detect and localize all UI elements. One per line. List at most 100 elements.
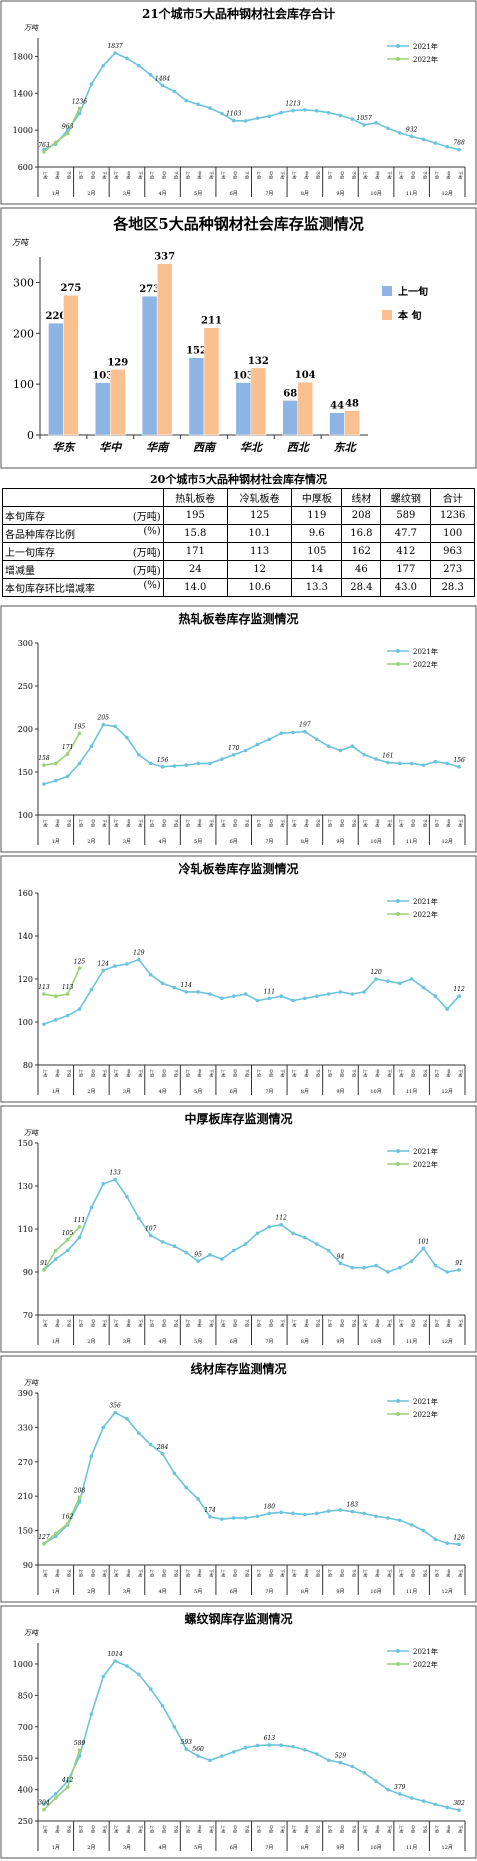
data-point <box>184 1250 189 1255</box>
data-point <box>291 1511 295 1516</box>
x-tick-label: 上旬 <box>434 1319 440 1327</box>
chart-frame <box>0 0 477 205</box>
x-tick-label: 上旬 <box>434 1825 440 1833</box>
table-cell: 412 <box>380 542 432 561</box>
data-label: 1014 <box>107 1651 122 1658</box>
data-point <box>374 1263 378 1268</box>
data-point <box>457 765 461 769</box>
x-tick-label: 下旬 <box>280 171 286 179</box>
chart-title: 热轧板卷库存监测情况 <box>178 611 298 626</box>
x-tick-label: 下旬 <box>387 171 393 179</box>
legend-label: 2021年 <box>413 897 438 906</box>
data-label: 932 <box>406 126 418 133</box>
month-label: 12月 <box>442 839 453 845</box>
data-point <box>255 116 260 120</box>
row-unit: (万吨) <box>132 548 161 559</box>
x-tick-label: 上旬 <box>43 1319 49 1327</box>
data-label: 132 <box>248 356 269 367</box>
data-point <box>279 1743 283 1747</box>
x-tick-label: 中旬 <box>268 1569 274 1577</box>
data-point <box>457 1808 461 1812</box>
data-point <box>409 1523 414 1527</box>
x-tick-label: 上旬 <box>114 819 120 827</box>
data-point <box>77 106 82 111</box>
data-label: 337 <box>154 252 175 263</box>
series-line <box>43 108 81 153</box>
month-label: 2月 <box>87 1089 95 1095</box>
data-point <box>160 765 165 769</box>
y-tick-label: 270 <box>18 1458 33 1467</box>
x-tick-label: 上旬 <box>221 1569 227 1577</box>
data-label: 129 <box>107 357 128 368</box>
data-point <box>421 137 426 142</box>
bar <box>48 322 64 436</box>
data-point <box>421 1799 426 1803</box>
x-tick-label: 中旬 <box>197 1569 203 1577</box>
month-label: 9月 <box>336 191 344 197</box>
bar <box>203 327 220 436</box>
data-point <box>457 147 461 152</box>
y-tick-label: 250 <box>18 1817 33 1826</box>
month-label: 8月 <box>301 1589 309 1595</box>
data-point <box>137 753 141 757</box>
x-tick-label: 上旬 <box>328 1319 334 1327</box>
month-label: 4月 <box>158 1339 166 1345</box>
x-tick-label: 上旬 <box>434 171 440 179</box>
data-point <box>397 761 402 766</box>
data-point <box>374 757 378 761</box>
legend-label: 2022年 <box>413 55 438 64</box>
data-point <box>445 1007 450 1011</box>
row-label: 本旬库存环比增减率 (%) <box>2 578 164 597</box>
x-tick-label: 上旬 <box>114 1569 120 1577</box>
data-point <box>255 1743 260 1748</box>
data-label: 112 <box>275 1215 287 1222</box>
data-point <box>326 1509 331 1513</box>
table-cell: 24 <box>162 560 228 579</box>
data-label: 284 <box>156 1444 169 1451</box>
x-tick-label: 中旬 <box>233 1069 239 1077</box>
data-point <box>53 1531 58 1536</box>
legend-marker <box>396 1399 400 1403</box>
x-tick-label: 中旬 <box>126 819 132 827</box>
x-tick-label: 中旬 <box>55 1825 61 1833</box>
x-tick-label: 下旬 <box>67 1825 73 1833</box>
data-label: 152 <box>186 346 207 357</box>
month-label: 5月 <box>194 1845 202 1851</box>
x-tick-label: 上旬 <box>363 1319 369 1327</box>
month-label: 11月 <box>406 1089 417 1095</box>
data-label: 133 <box>109 1170 121 1177</box>
month-label: 9月 <box>336 1589 344 1595</box>
data-point <box>350 744 355 748</box>
month-label: 10月 <box>370 191 381 197</box>
x-tick-label: 下旬 <box>458 1319 464 1327</box>
x-tick-label: 下旬 <box>173 1069 179 1077</box>
x-tick-label: 下旬 <box>138 1825 144 1833</box>
data-point <box>267 114 272 119</box>
data-point <box>196 1497 200 1501</box>
data-label: 1484 <box>155 76 170 83</box>
x-tick-label: 下旬 <box>102 819 108 827</box>
legend-marker <box>396 1149 400 1153</box>
series-line <box>43 1226 81 1271</box>
chart: 线材库存监测情况万吨90150210270330390上旬 中旬 下旬 上旬 中旬 下旬上… <box>0 1355 477 1603</box>
data-label: 48 <box>345 399 359 410</box>
chart: 热轧板卷库存监测情况100150200250300上旬 中旬 下旬 上旬 中旬 下旬 上旬中… <box>0 605 477 853</box>
bar <box>250 367 267 436</box>
month-label: 5月 <box>194 191 202 197</box>
month-label: 12月 <box>442 191 453 197</box>
x-tick-label: 中旬 <box>233 819 239 827</box>
data-point <box>255 1514 260 1519</box>
x-tick-label: 下旬 <box>316 1569 322 1577</box>
x-tick-label: 中旬 <box>55 1569 61 1577</box>
x-tick-label: 下旬 <box>102 1825 108 1833</box>
data-point <box>53 994 58 998</box>
data-point <box>196 1259 200 1264</box>
table-row: 本旬库存 (万吨) 195 125 119 208 589 1236 <box>2 506 475 525</box>
y-tick-label: 150 <box>18 768 33 777</box>
month-label: 7月 <box>265 191 273 197</box>
x-tick-label: 下旬 <box>316 1825 322 1833</box>
data-point <box>409 761 414 766</box>
x-tick-label: 下旬 <box>102 1569 108 1577</box>
y-tick-label: 250 <box>18 682 33 691</box>
